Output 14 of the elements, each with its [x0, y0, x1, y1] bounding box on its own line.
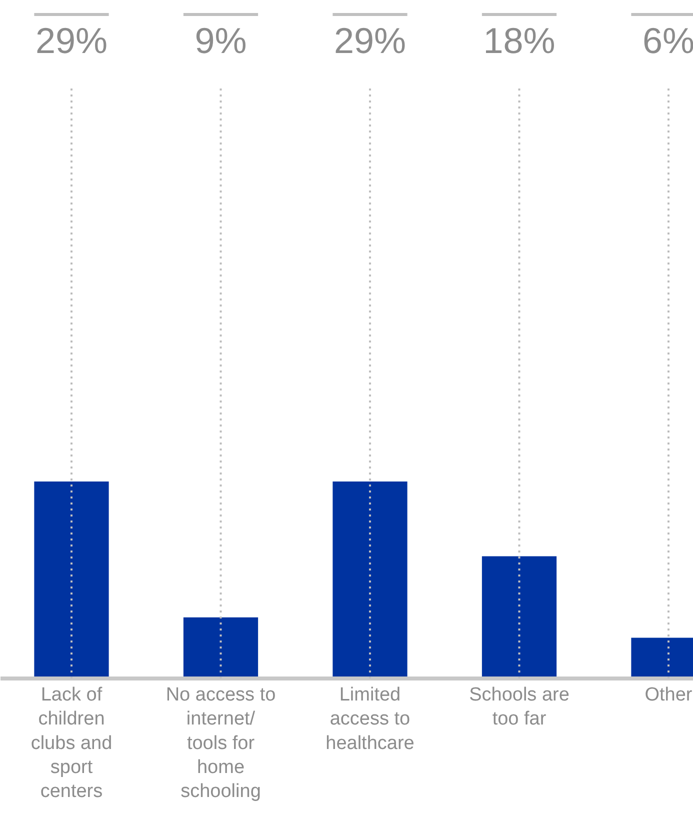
data-label: 18% — [483, 20, 556, 61]
bar — [34, 482, 109, 678]
bar — [332, 482, 408, 678]
bar — [482, 556, 557, 678]
x-tick-label: No access to internet/ tools for home schooling — [166, 684, 276, 802]
x-tick-label: Lack of children clubs and sport centers — [30, 684, 112, 802]
data-label: 6% — [642, 20, 693, 61]
x-tick-label: Limited access to healthcare — [326, 684, 414, 754]
data-label: 9% — [194, 20, 247, 61]
data-label: 29% — [35, 20, 108, 61]
x-tick-label: Other — [644, 684, 693, 706]
data-label: 29% — [334, 20, 406, 61]
bar — [183, 617, 258, 678]
x-tick-label: Schools are too far — [469, 684, 570, 730]
